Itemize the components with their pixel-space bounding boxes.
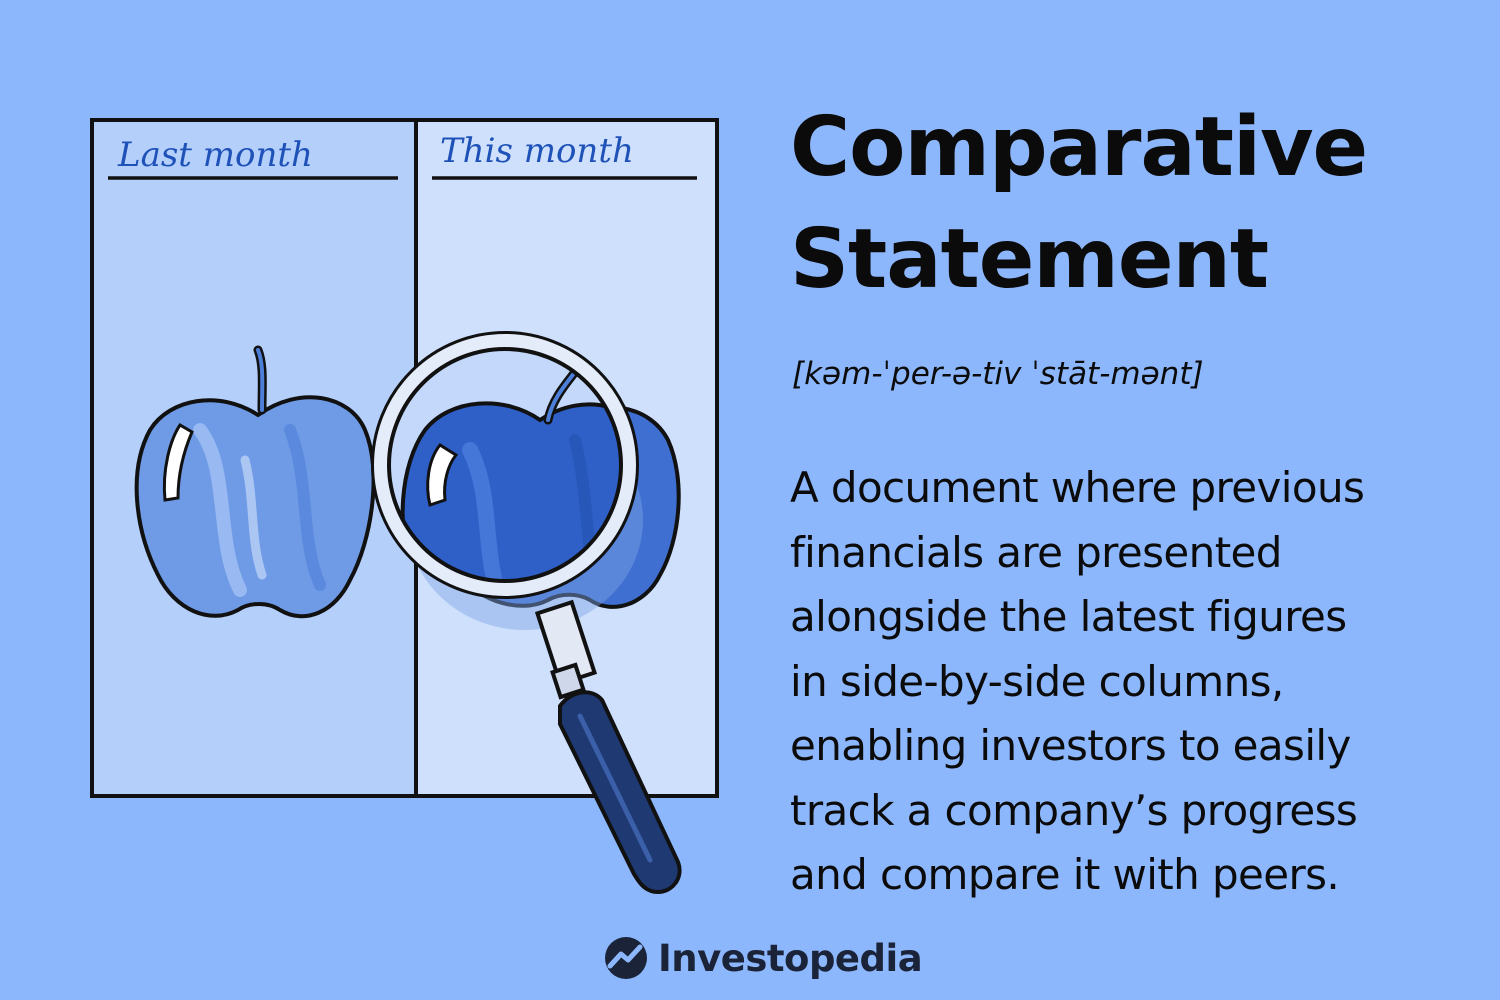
brand-name: Investopedia	[658, 936, 923, 980]
title-line-1: Comparative	[790, 100, 1368, 195]
apple-last-month	[134, 345, 376, 619]
left-column-label: Last month	[117, 135, 313, 175]
definition-line: alongside the latest figures	[790, 592, 1347, 641]
investopedia-brand: Investopedia	[604, 930, 923, 986]
lens-rim	[374, 334, 636, 596]
definition-line: financials are presented	[790, 527, 1282, 577]
definition-line: and compare it with peers.	[790, 850, 1340, 899]
investopedia-logo-icon	[605, 937, 647, 979]
magnifying-glass	[371, 331, 682, 895]
ledger-border	[90, 118, 719, 798]
pronunciation: [kəm-ˈper-ə-tiv ˈstāt-mənt]	[792, 356, 1204, 392]
comparative-statement-illustration: Last month This month	[90, 118, 719, 895]
page-title: Comparative Statement	[790, 92, 1480, 316]
definition-text: A document where previous financials are…	[790, 456, 1490, 908]
lens-rim-outer	[371, 331, 639, 599]
definition-line: in side-by-side columns,	[790, 656, 1284, 706]
definition-line: enabling investors to easily	[790, 721, 1351, 770]
definition-line: A document where previous	[790, 463, 1365, 512]
title-line-2: Statement	[790, 212, 1269, 307]
lens-rim-inner	[387, 347, 623, 583]
right-column-label: This month	[440, 131, 634, 171]
definition-line: track a company’s progress	[790, 785, 1358, 835]
